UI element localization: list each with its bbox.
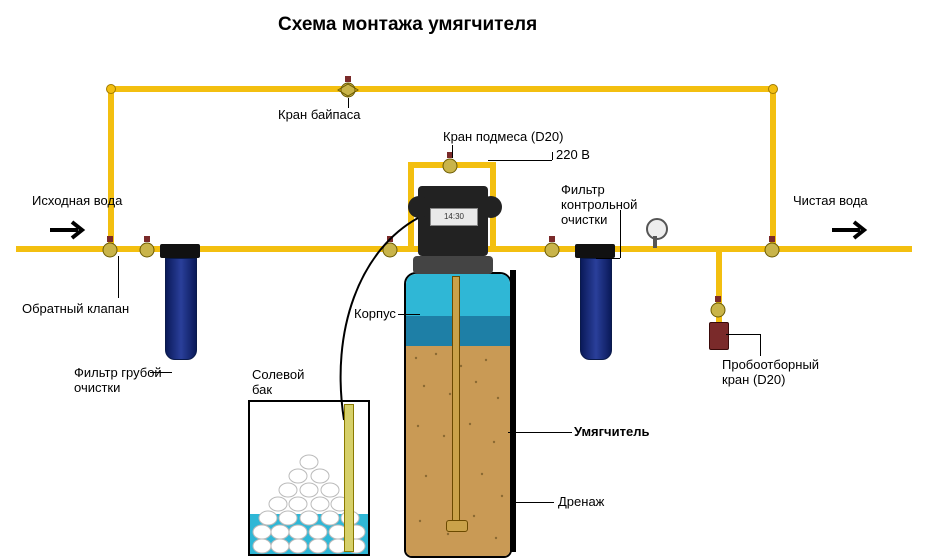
lead-fine-h <box>596 258 620 259</box>
arrow-outlet-icon <box>830 218 874 242</box>
lead-drain <box>516 502 554 503</box>
sampling-valve-icon <box>706 296 730 318</box>
coarse-filter-body <box>165 258 197 360</box>
control-head: 14:30 <box>418 186 488 256</box>
label-sampling: Пробоотборный кран (D20) <box>722 358 819 388</box>
mix-valve-icon <box>438 152 462 174</box>
pipe-joint <box>768 84 778 94</box>
label-mixing: Кран подмеса (D20) <box>443 130 563 145</box>
pipe-joint <box>106 84 116 94</box>
label-outlet: Чистая вода <box>793 194 868 209</box>
fine-filter-cap <box>575 244 615 258</box>
gauge-stem <box>653 236 657 248</box>
lead-sampling-h <box>726 334 760 335</box>
lead-220-v <box>552 152 553 160</box>
brine-well-tube <box>344 404 354 552</box>
pre-softener-valve-icon <box>378 236 402 258</box>
label-bypass: Кран байпаса <box>278 108 360 123</box>
pipe-left-riser <box>108 86 114 250</box>
inlet-valve-2-icon <box>135 236 159 258</box>
label-inlet: Исходная вода <box>32 194 122 209</box>
label-brine-tank: Солевой бак <box>252 368 304 398</box>
diagram-title: Схема монтажа умягчителя <box>278 14 537 36</box>
label-drain: Дренаж <box>558 495 604 510</box>
lead-220-h <box>488 160 552 161</box>
label-voltage: 220 В <box>556 148 590 163</box>
softener-neck <box>413 256 493 274</box>
control-head-knob-left <box>408 196 430 218</box>
pressure-gauge-icon <box>646 218 668 240</box>
label-softener: Умягчитель <box>574 425 649 440</box>
fine-filter-body <box>580 258 612 360</box>
label-check-valve: Обратный клапан <box>22 302 129 317</box>
sampling-tap-icon <box>709 322 729 350</box>
riser-strainer <box>446 520 468 532</box>
lead-check <box>118 256 119 298</box>
control-head-display: 14:30 <box>430 208 478 226</box>
coarse-filter-cap <box>160 244 200 258</box>
diagram-stage: Схема монтажа умягчителя <box>0 0 927 560</box>
lead-mixing <box>452 145 453 158</box>
softener-riser-tube <box>452 276 460 526</box>
lead-softener <box>508 432 572 433</box>
outlet-valve-icon <box>760 236 784 258</box>
lead-sampling-v <box>760 334 761 356</box>
lead-body <box>398 314 420 315</box>
label-fine-filter: Фильтр контрольной очистки <box>561 183 637 228</box>
label-body: Корпус <box>354 307 396 322</box>
arrow-inlet-icon <box>48 218 92 242</box>
label-coarse-filter: Фильтр грубой очистки <box>74 366 169 396</box>
bypass-valve-icon <box>336 76 360 98</box>
pipe-bypass-top <box>108 86 770 92</box>
post-softener-valve-icon <box>540 236 564 258</box>
control-head-knob-right <box>480 196 502 218</box>
pipe-right-riser <box>770 86 776 250</box>
inlet-valve-1-icon <box>98 236 122 258</box>
